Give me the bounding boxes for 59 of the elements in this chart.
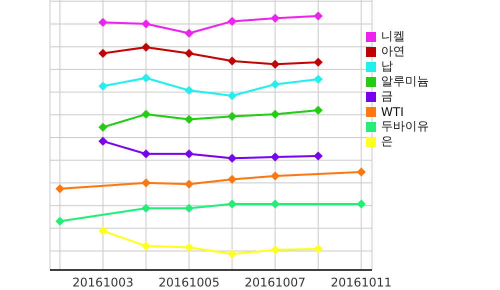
point bbox=[270, 110, 280, 119]
point bbox=[141, 149, 150, 158]
point bbox=[314, 106, 323, 115]
point bbox=[228, 112, 237, 121]
point bbox=[314, 12, 323, 20]
point bbox=[228, 16, 237, 26]
legend-label: 니켈 bbox=[381, 28, 405, 45]
legend-label: 금 bbox=[381, 88, 393, 105]
point bbox=[184, 204, 194, 213]
legend-label: 알루미늄 bbox=[381, 73, 429, 90]
point bbox=[55, 184, 64, 194]
point bbox=[356, 167, 366, 176]
point bbox=[141, 19, 150, 28]
point bbox=[184, 180, 194, 189]
point bbox=[184, 48, 194, 58]
x-tick-label: 20161011 bbox=[330, 276, 392, 290]
point bbox=[314, 74, 323, 84]
point bbox=[141, 204, 150, 213]
point bbox=[228, 250, 237, 258]
point bbox=[228, 154, 237, 163]
point bbox=[314, 151, 323, 160]
point bbox=[270, 199, 280, 208]
point bbox=[184, 114, 194, 124]
legend-label: 두바이유 bbox=[381, 118, 429, 135]
point bbox=[184, 28, 194, 38]
x-tick-label: 20161007 bbox=[244, 276, 306, 290]
point bbox=[141, 242, 150, 251]
point bbox=[141, 178, 150, 188]
point bbox=[314, 244, 323, 254]
point bbox=[184, 149, 194, 158]
point bbox=[270, 152, 280, 162]
point bbox=[270, 80, 280, 89]
point bbox=[98, 18, 108, 27]
point bbox=[184, 86, 194, 95]
legend-label: WTI bbox=[381, 104, 404, 118]
point bbox=[98, 82, 108, 91]
point bbox=[55, 216, 64, 226]
point bbox=[270, 245, 280, 254]
legend-label: 은 bbox=[381, 133, 393, 150]
point bbox=[270, 172, 280, 181]
point bbox=[98, 48, 108, 58]
legend-label: 아연 bbox=[381, 43, 405, 60]
point bbox=[141, 73, 150, 82]
point bbox=[270, 60, 280, 69]
point bbox=[141, 42, 150, 52]
point bbox=[228, 91, 237, 100]
point bbox=[314, 58, 323, 67]
point bbox=[141, 110, 150, 119]
point bbox=[98, 136, 108, 146]
x-tick-label: 20161005 bbox=[158, 276, 220, 290]
point bbox=[356, 199, 366, 208]
point bbox=[270, 14, 280, 23]
x-tick-label: 20161003 bbox=[72, 276, 134, 290]
point bbox=[228, 174, 237, 184]
point bbox=[228, 56, 237, 66]
legend-label: 납 bbox=[381, 58, 393, 75]
point bbox=[184, 242, 194, 252]
point bbox=[98, 226, 108, 236]
point bbox=[98, 122, 108, 132]
